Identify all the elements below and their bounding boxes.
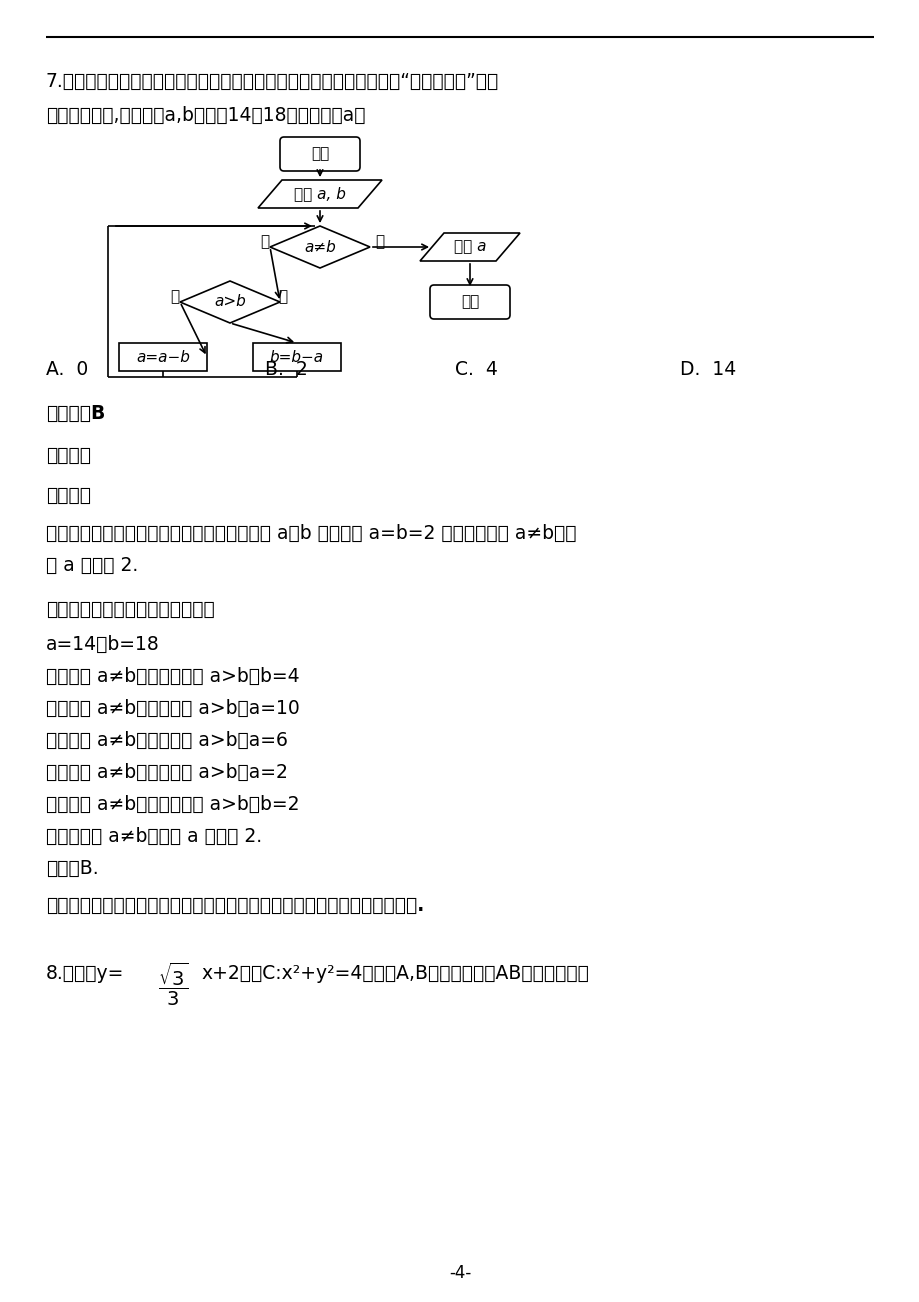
Text: 满足条件 a≠b，满足条件 a>b，a=2: 满足条件 a≠b，满足条件 a>b，a=2 — [46, 763, 288, 783]
FancyBboxPatch shape — [429, 285, 509, 319]
Text: a=a−b: a=a−b — [136, 349, 189, 365]
Polygon shape — [180, 281, 279, 323]
Text: x+2与圆C:x²+y²=4相交于A,B两点，则线段AB中点的坐标为: x+2与圆C:x²+y²=4相交于A,B两点，则线段AB中点的坐标为 — [200, 963, 588, 983]
Text: 故选：B.: 故选：B. — [46, 859, 98, 878]
Polygon shape — [257, 180, 381, 208]
Text: 输出 a: 输出 a — [453, 240, 486, 254]
Text: 7.下边程序框图的算法思路来源于我国古代数学名著《九章算术》中的“更相减损术”，执: 7.下边程序框图的算法思路来源于我国古代数学名著《九章算术》中的“更相减损术”，… — [46, 72, 499, 91]
Text: 【答案】B: 【答案】B — [46, 404, 106, 423]
Text: a≠b: a≠b — [304, 240, 335, 254]
Text: 是: 是 — [260, 234, 269, 250]
Text: 出 a 的值为 2.: 出 a 的值为 2. — [46, 556, 138, 575]
Text: 输入 a, b: 输入 a, b — [294, 186, 346, 202]
Text: -4-: -4- — [448, 1264, 471, 1282]
Bar — [119, 342, 207, 371]
Text: 【分析】: 【分析】 — [46, 486, 91, 505]
Text: 满足条件 a≠b，满足条件 a>b，a=10: 满足条件 a≠b，满足条件 a>b，a=10 — [46, 699, 300, 717]
Text: D.  14: D. 14 — [679, 359, 735, 379]
Text: 8.若直线y=: 8.若直线y= — [46, 963, 124, 983]
Text: 不满足条件 a≠b，输出 a 的值为 2.: 不满足条件 a≠b，输出 a 的值为 2. — [46, 827, 262, 846]
Text: 【点睛】本题主要考查了循环结构程序框图，准确计算是关键，属于基础题.: 【点睛】本题主要考查了循环结构程序框图，准确计算是关键，属于基础题. — [46, 896, 424, 915]
Text: 否: 否 — [278, 289, 288, 305]
Bar — [253, 342, 341, 371]
Text: a>b: a>b — [214, 294, 245, 310]
Text: C.  4: C. 4 — [455, 359, 497, 379]
Polygon shape — [269, 227, 369, 268]
Text: 满足条件 a≠b，不满足条件 a>b，b=2: 满足条件 a≠b，不满足条件 a>b，b=2 — [46, 796, 300, 814]
Text: 满足条件 a≠b，满足条件 a>b，a=6: 满足条件 a≠b，满足条件 a>b，a=6 — [46, 730, 288, 750]
FancyBboxPatch shape — [279, 137, 359, 171]
Polygon shape — [420, 233, 519, 260]
Text: 否: 否 — [375, 234, 384, 250]
Text: 行该程序框图,若输入的a,b分别为14，18，则输出的a为: 行该程序框图,若输入的a,b分别为14，18，则输出的a为 — [46, 105, 365, 125]
Text: a=14，b=18: a=14，b=18 — [46, 635, 160, 654]
Text: A.  0: A. 0 — [46, 359, 88, 379]
Text: B.  2: B. 2 — [265, 359, 308, 379]
Text: 模拟执行程序框图，依次写出每次循环得到的 a，b 的值，当 a=b=2 时不满足条件 a≠b，输: 模拟执行程序框图，依次写出每次循环得到的 a，b 的值，当 a=b=2 时不满足… — [46, 523, 576, 543]
Text: 开始: 开始 — [311, 147, 329, 161]
Text: 满足条件 a≠b，不满足条件 a>b，b=4: 满足条件 a≠b，不满足条件 a>b，b=4 — [46, 667, 300, 686]
Text: 是: 是 — [170, 289, 179, 305]
Text: 结束: 结束 — [460, 294, 479, 310]
Text: 【详解】模拟执行程序框图，可得: 【详解】模拟执行程序框图，可得 — [46, 600, 214, 618]
Text: b=b−a: b=b−a — [269, 349, 323, 365]
Text: $\dfrac{\sqrt{3}}{3}$: $\dfrac{\sqrt{3}}{3}$ — [158, 961, 188, 1008]
Text: 【解析】: 【解析】 — [46, 447, 91, 465]
